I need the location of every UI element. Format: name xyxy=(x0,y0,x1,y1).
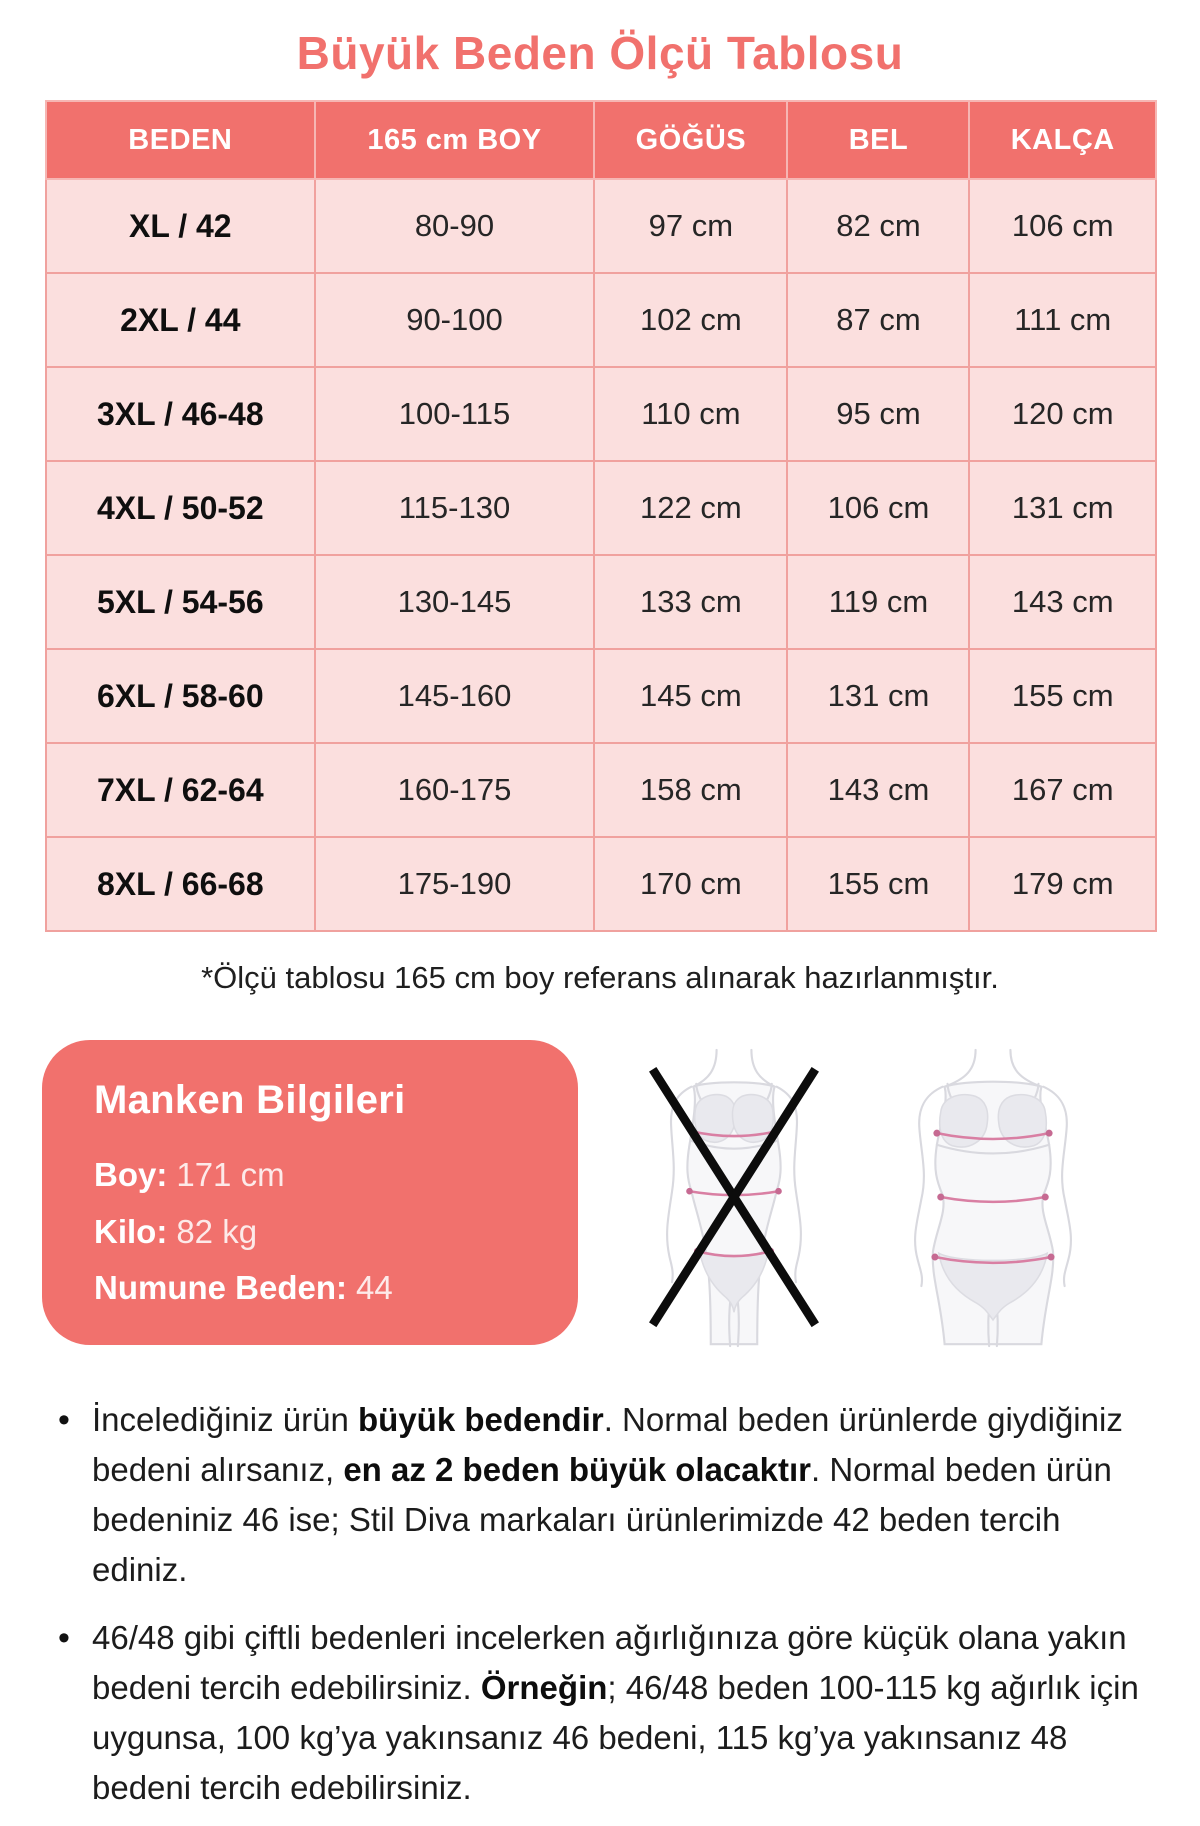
header-gogus: GÖĞÜS xyxy=(593,100,789,180)
notes-list: İncelediğiniz ürün büyük bedendir. Norma… xyxy=(58,1395,1160,1813)
measure-cell: 100-115 xyxy=(313,366,596,462)
table-header-row: BEDEN 165 cm BOY GÖĞÜS BEL KALÇA xyxy=(45,100,1157,180)
measure-cell: 95 cm xyxy=(786,366,971,462)
measure-cell: 90-100 xyxy=(313,272,596,368)
table-row: 4XL / 50-52 115-130 122 cm 106 cm 131 cm xyxy=(45,460,1157,556)
model-field-label: Boy xyxy=(94,1156,167,1193)
measure-cell: 111 cm xyxy=(968,272,1157,368)
model-field-sample-size: Numune Beden44 xyxy=(94,1266,538,1311)
measure-cell: 158 cm xyxy=(593,742,789,838)
plus-body-icon xyxy=(876,1048,1110,1353)
measure-cell: 102 cm xyxy=(593,272,789,368)
table-row: 3XL / 46-48 100-115 110 cm 95 cm 120 cm xyxy=(45,366,1157,462)
model-field-value: 82 kg xyxy=(176,1212,258,1250)
measure-cell: 170 cm xyxy=(593,836,789,932)
size-cell: 7XL / 62-64 xyxy=(45,742,316,838)
footnote-text: *Ölçü tablosu 165 cm boy referans alınar… xyxy=(201,960,999,995)
figures-illustration xyxy=(578,1040,1160,1353)
note-item: İncelediğiniz ürün büyük bedendir. Norma… xyxy=(58,1395,1160,1595)
size-guide-page: Büyük Beden Ölçü Tablosu BEDEN 165 cm BO… xyxy=(0,26,1200,1826)
measure-cell: 143 cm xyxy=(786,742,971,838)
measure-cell: 145 cm xyxy=(593,648,789,744)
measure-cell: 110 cm xyxy=(593,366,789,462)
measure-cell: 143 cm xyxy=(968,554,1157,650)
model-field-label: Kilo xyxy=(94,1213,167,1250)
header-bel: BEL xyxy=(786,100,971,180)
slim-body-crossed-icon xyxy=(628,1048,840,1353)
measure-cell: 119 cm xyxy=(786,554,971,650)
table-row: XL / 42 80-90 97 cm 82 cm 106 cm xyxy=(45,178,1157,274)
size-table-body: XL / 42 80-90 97 cm 82 cm 106 cm 2XL / 44 90-1… xyxy=(45,178,1157,932)
measure-cell: 115-130 xyxy=(313,460,596,556)
size-cell: 6XL / 58-60 xyxy=(45,648,316,744)
measure-cell: 122 cm xyxy=(593,460,789,556)
model-field-weight: Kilo82 kg xyxy=(94,1210,538,1255)
measure-cell: 175-190 xyxy=(313,836,596,932)
page-title: Büyük Beden Ölçü Tablosu xyxy=(296,27,904,79)
size-cell: 5XL / 54-56 xyxy=(45,554,316,650)
table-row: 8XL / 66-68 175-190 170 cm 155 cm 179 cm xyxy=(45,836,1157,932)
size-cell: XL / 42 xyxy=(45,178,316,274)
model-field-value: 171 cm xyxy=(176,1156,285,1193)
table-row: 6XL / 58-60 145-160 145 cm 131 cm 155 cm xyxy=(45,648,1157,744)
measure-cell: 97 cm xyxy=(593,178,789,274)
table-row: 5XL / 54-56 130-145 133 cm 119 cm 143 cm xyxy=(45,554,1157,650)
measure-cell: 87 cm xyxy=(786,272,971,368)
model-info-title: Manken Bilgileri xyxy=(94,1078,406,1122)
header-kalca: KALÇA xyxy=(968,100,1157,180)
model-info-section: Manken Bilgileri Boy171 cm Kilo82 kg Num… xyxy=(42,1040,1160,1353)
measure-cell: 106 cm xyxy=(786,460,971,556)
measure-cell: 106 cm xyxy=(968,178,1157,274)
measure-cell: 131 cm xyxy=(786,648,971,744)
size-table: BEDEN 165 cm BOY GÖĞÜS BEL KALÇA XL / 42… xyxy=(45,100,1157,932)
size-cell: 8XL / 66-68 xyxy=(45,836,316,932)
measure-cell: 133 cm xyxy=(593,554,789,650)
measure-cell: 179 cm xyxy=(968,836,1157,932)
measure-cell: 131 cm xyxy=(968,460,1157,556)
note-item: 46/48 gibi çiftli bedenleri incelerken a… xyxy=(58,1613,1160,1813)
model-fields: Boy171 cm Kilo82 kg Numune Beden44 xyxy=(94,1153,538,1311)
size-cell: 4XL / 50-52 xyxy=(45,460,316,556)
model-field-label: Numune Beden xyxy=(94,1269,347,1306)
size-cell: 3XL / 46-48 xyxy=(45,366,316,462)
size-cell: 2XL / 44 xyxy=(45,272,316,368)
cross-icon xyxy=(649,1066,819,1328)
measure-cell: 120 cm xyxy=(968,366,1157,462)
measure-cell: 82 cm xyxy=(786,178,971,274)
measure-cell: 80-90 xyxy=(313,178,596,274)
measure-cell: 160-175 xyxy=(313,742,596,838)
header-boy: 165 cm BOY xyxy=(313,100,596,180)
model-field-height: Boy171 cm xyxy=(94,1153,538,1198)
measure-cell: 167 cm xyxy=(968,742,1157,838)
measure-cell: 155 cm xyxy=(968,648,1157,744)
table-row: 2XL / 44 90-100 102 cm 87 cm 111 cm xyxy=(45,272,1157,368)
measure-cell: 155 cm xyxy=(786,836,971,932)
model-info-card: Manken Bilgileri Boy171 cm Kilo82 kg Num… xyxy=(42,1040,578,1345)
measure-cell: 130-145 xyxy=(313,554,596,650)
size-table-wrapper: BEDEN 165 cm BOY GÖĞÜS BEL KALÇA XL / 42… xyxy=(45,100,1157,932)
model-field-value: 44 xyxy=(356,1269,393,1307)
measure-cell: 145-160 xyxy=(313,648,596,744)
header-beden: BEDEN xyxy=(45,100,316,180)
table-row: 7XL / 62-64 160-175 158 cm 143 cm 167 cm xyxy=(45,742,1157,838)
